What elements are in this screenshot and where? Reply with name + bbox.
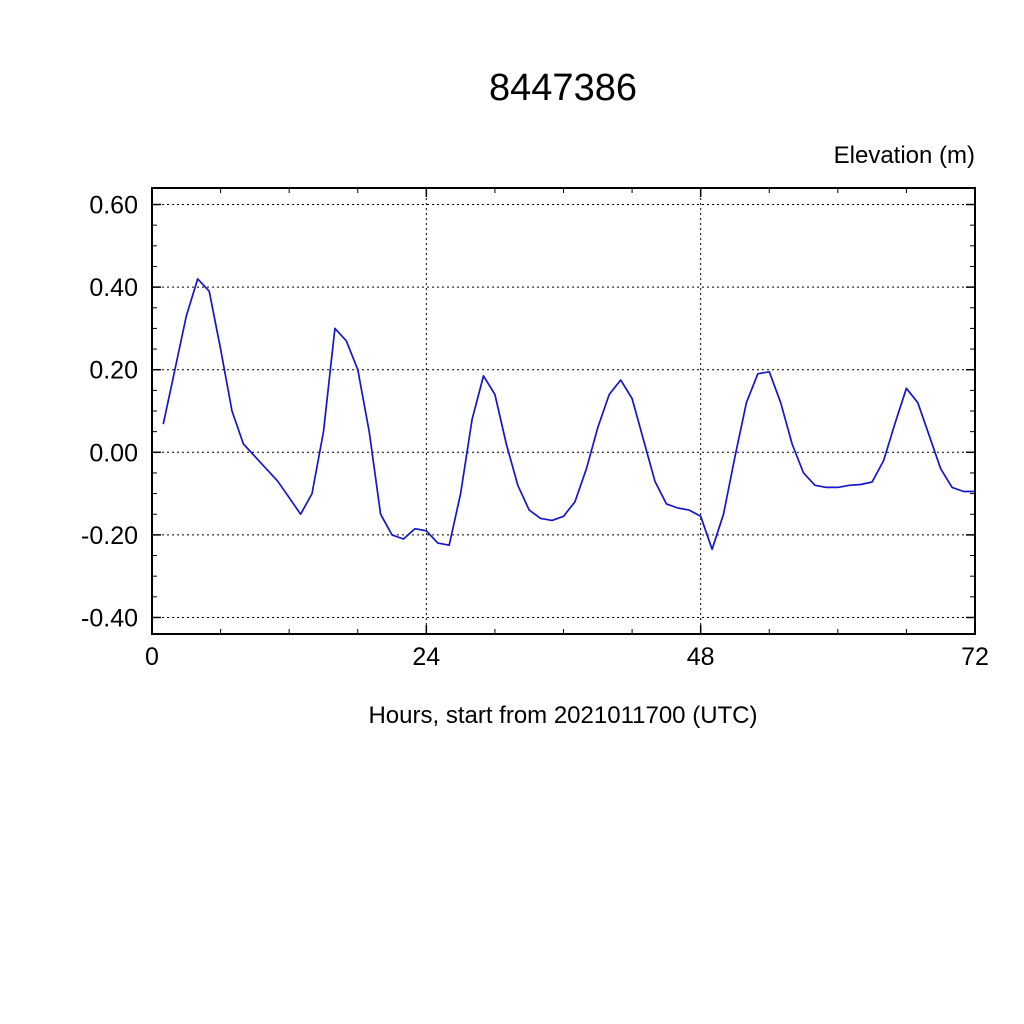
x-tick-label: 48: [687, 643, 715, 671]
y-tick-label: -0.40: [81, 605, 138, 633]
tick-label-layer: 0 24 48 72 0.60 0.40 0.20 0.00 -0.20 -0.40: [81, 192, 989, 672]
chart-title: 8447386: [489, 67, 637, 109]
gridlines: [152, 188, 975, 634]
x-tick-label: 0: [145, 643, 159, 671]
x-tick-label: 72: [961, 643, 989, 671]
elevation-line: [162, 278, 975, 551]
data-line-layer: [162, 278, 975, 551]
plot-frame: [151, 187, 976, 635]
x-tick-label: 24: [412, 643, 440, 671]
y-tick-label: 0.40: [89, 274, 138, 302]
y-tick-label: -0.20: [81, 522, 138, 550]
y-tick-label: 0.20: [89, 357, 138, 385]
y-axis-unit-label: Elevation (m): [834, 142, 975, 169]
y-tick-label: 0.60: [89, 192, 138, 220]
axes-frame-layer: [151, 187, 976, 635]
y-tick-label: 0.00: [89, 439, 138, 467]
x-axis-title: Hours, start from 2021011700 (UTC): [368, 702, 757, 729]
